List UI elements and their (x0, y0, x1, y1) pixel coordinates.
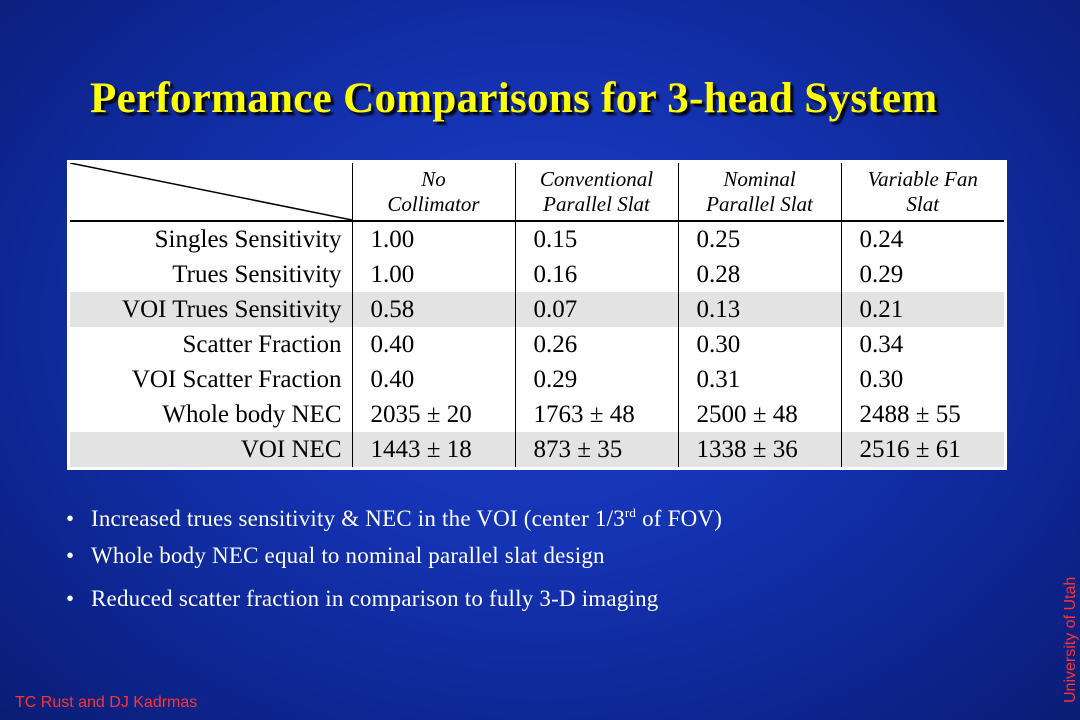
bullet-item: • Whole body NEC equal to nominal paralle… (66, 541, 722, 584)
slide-title: Performance Comparisons for 3-head Syste… (90, 75, 938, 122)
bullet-dot-icon: • (66, 506, 75, 531)
bullet-dot-icon: • (66, 586, 75, 611)
table-header-row: No Collimator Conventional Parallel Slat… (70, 163, 1004, 222)
table-cell: 1443 ± 18 (351, 432, 515, 467)
row-label: Scatter Fraction (182, 331, 342, 358)
table-row: Trues Sensitivity 1.00 0.16 0.28 0.29 (70, 257, 1004, 292)
table-cell: 0.40 (351, 362, 515, 397)
table-cell: 0.16 (514, 257, 678, 292)
table-cell: 0.29 (514, 362, 678, 397)
authors-label: TC Rust and DJ Kadrmas (15, 694, 198, 711)
bullet-item: • Increased trues sensitivity & NEC in th… (66, 498, 722, 541)
table-cell: 1338 ± 36 (677, 432, 841, 467)
affiliation-label: University of Utah (1062, 576, 1079, 703)
table-row: Scatter Fraction 0.40 0.26 0.30 0.34 (70, 327, 1004, 362)
table-cell: 1.00 (351, 221, 515, 257)
bullet-list: • Increased trues sensitivity & NEC in th… (66, 498, 722, 627)
column-header: No Collimator (351, 163, 515, 222)
row-label: VOI NEC (70, 432, 352, 467)
column-header: Conventional Parallel Slat (514, 163, 678, 222)
table-cell: 1.00 (351, 257, 515, 292)
table-cell: 2488 ± 55 (840, 397, 1004, 432)
column-header: Nominal Parallel Slat (677, 163, 841, 222)
table-cell: 0.29 (840, 257, 1004, 292)
table-cell: 0.21 (840, 292, 1004, 327)
table-cell: 0.30 (677, 327, 841, 362)
table-cell: 0.58 (351, 292, 515, 327)
diagonal-line (70, 163, 351, 219)
row-label: VOI Scatter Fraction (131, 366, 342, 393)
column-header: Variable Fan Slat (840, 163, 1004, 222)
table-cell: 2500 ± 48 (677, 397, 841, 432)
table-cell: 873 ± 35 (514, 432, 678, 467)
row-label: Trues Sensitivity (172, 261, 342, 288)
table-cell: 0.25 (677, 221, 841, 257)
table-cell: 0.30 (840, 362, 1004, 397)
table-cell: 1763 ± 48 (514, 397, 678, 432)
table-cell: 0.40 (351, 327, 515, 362)
table-cell: 0.07 (514, 292, 678, 327)
table-cell: 0.13 (677, 292, 841, 327)
corner-cell (70, 163, 352, 222)
table-cell: 0.26 (514, 327, 678, 362)
performance-table-frame: No Collimator Conventional Parallel Slat… (67, 160, 1007, 470)
table-cell: 2516 ± 61 (840, 432, 1004, 467)
table-cell: 0.31 (677, 362, 841, 397)
bullet-dot-icon: • (66, 543, 75, 568)
table-row: Singles Sensitivity 1.00 0.15 0.25 0.24 (70, 221, 1004, 257)
table-cell: 0.28 (677, 257, 841, 292)
row-label: Whole body NEC (162, 401, 342, 428)
table-row-highlighted: VOI Trues Sensitivity 0.58 0.07 0.13 0.2… (70, 292, 1004, 327)
table-row: Whole body NEC 2035 ± 20 1763 ± 48 2500 … (70, 397, 1004, 432)
bullet-item: • Reduced scatter fraction in comparison … (66, 584, 722, 627)
row-label: VOI Trues Sensitivity (70, 292, 352, 327)
table-cell: 0.15 (514, 221, 678, 257)
table-cell: 0.34 (840, 327, 1004, 362)
row-label: Singles Sensitivity (154, 226, 342, 253)
performance-table: No Collimator Conventional Parallel Slat… (70, 163, 1004, 467)
table-cell: 0.24 (840, 221, 1004, 257)
table-cell: 2035 ± 20 (351, 397, 515, 432)
table-row-highlighted: VOI NEC 1443 ± 18 873 ± 35 1338 ± 36 251… (70, 432, 1004, 467)
table-row: VOI Scatter Fraction 0.40 0.29 0.31 0.30 (70, 362, 1004, 397)
